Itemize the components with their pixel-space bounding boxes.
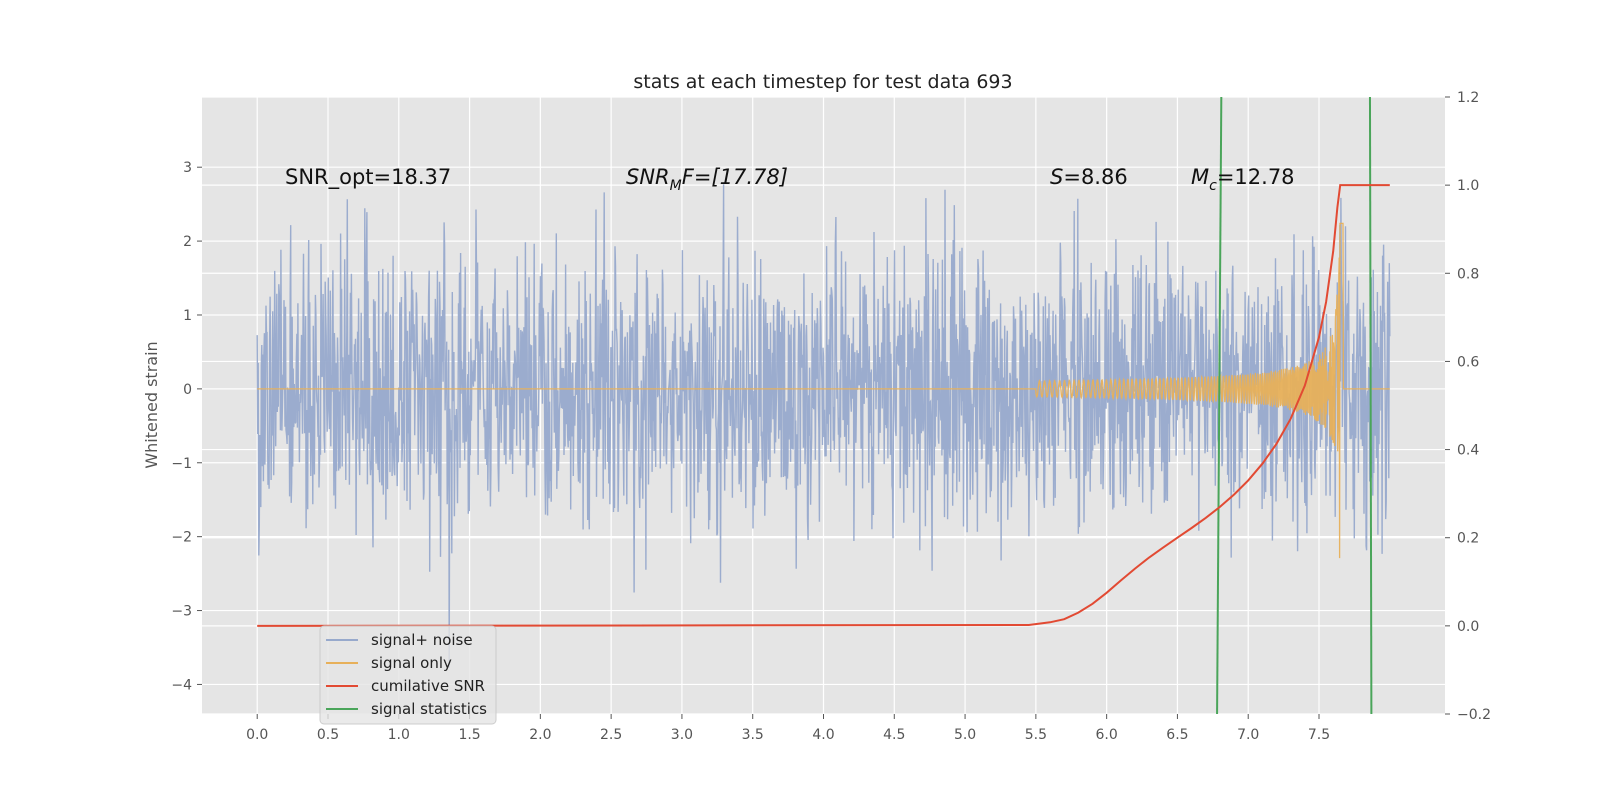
annotation-s-value: =8.86 [1063,165,1127,189]
annotation-snr-opt: SNR_opt=18.37 [285,165,451,190]
x-tick-label-4: 2.0 [529,727,551,743]
cumulative-snr-line [257,184,1390,627]
y-axis-right: −0.2 0.0 0.2 0.4 0.6 0.8 1.0 1.2 [1445,90,1491,723]
annotation-snr-mf-rest-italic: F=[17.78] [682,165,788,189]
legend-box [319,625,497,725]
legend: signal+ noise signal only cumilative SNR… [319,625,497,725]
y2-tick-label-1: 0.0 [1457,619,1479,635]
x-tick-label-1: 0.5 [317,727,339,743]
x-tick-label-7: 3.5 [742,727,764,743]
signal-plus-noise-series [256,184,1391,668]
signal-statistics-line-0 [1216,96,1223,715]
y2-tick-label-7: 1.2 [1457,90,1479,106]
annotation-snr-mf-sub: M [670,178,682,194]
y-axis-label: Whitened strain [142,341,161,468]
x-tick-label-2: 1.0 [388,727,410,743]
signal-statistics-line-1 [1368,96,1373,715]
y-tick-label-5: 1 [183,308,192,324]
y2-tick-label-3: 0.4 [1457,443,1479,459]
x-tick-label-15: 7.5 [1308,727,1330,743]
y-tick-label-0: −4 [171,677,192,693]
y-tick-label-3: −1 [171,456,192,472]
legend-label-signal-noise: signal+ noise [371,631,473,649]
x-tick-label-12: 6.0 [1096,727,1118,743]
annotation-s: S=8.86 [1050,165,1128,189]
y2-tick-label-2: 0.2 [1457,531,1479,547]
annotation-snr-mf: SNRMF=[17.78] [626,165,788,194]
annotation-s-symbol: S [1050,165,1063,189]
x-tick-label-11: 5.5 [1025,727,1047,743]
y-tick-label-6: 2 [183,234,192,250]
legend-label-cumulative-snr: cumilative SNR [371,677,485,695]
annotation-mc-base: M [1191,165,1209,189]
y2-tick-label-0: −0.2 [1457,707,1491,723]
x-tick-label-6: 3.0 [671,727,693,743]
signal-statistics-series [1216,96,1373,715]
x-tick-label-9: 4.5 [883,727,905,743]
y-tick-label-7: 3 [183,160,192,176]
x-tick-label-8: 4.0 [812,727,834,743]
y-tick-label-2: −2 [171,530,192,546]
annotation-snr-mf-base: SNR [626,165,670,189]
chart-title: stats at each timestep for test data 693 [633,71,1012,93]
y2-tick-label-6: 1.0 [1457,178,1479,194]
grid [202,96,1445,715]
x-axis: 0.0 0.5 1.0 1.5 2.0 2.5 3.0 3.5 4.0 4.5 5.0 5.5 6.0 6… [246,714,1330,743]
y-tick-label-4: 0 [183,382,192,398]
annotation-mc-sub: c [1209,178,1217,194]
legend-label-signal-only: signal only [371,654,452,672]
signal-only-series [257,222,1390,559]
y-axis-left: −4 −3 −2 −1 0 1 2 3 [171,160,202,693]
x-tick-label-13: 6.5 [1166,727,1188,743]
signal-only-line [257,222,1390,559]
x-tick-label-10: 5.0 [954,727,976,743]
legend-label-signal-statistics: signal statistics [371,700,487,718]
signal-plus-noise-line [256,184,1391,668]
annotation-mc: Mc=12.78 [1191,165,1295,194]
x-tick-label-0: 0.0 [246,727,268,743]
x-tick-label-5: 2.5 [600,727,622,743]
y2-tick-label-4: 0.6 [1457,354,1479,370]
annotation-mc-value: =12.78 [1217,165,1295,189]
y2-tick-label-5: 0.8 [1457,266,1479,282]
y-tick-label-1: −3 [171,604,192,620]
x-tick-label-14: 7.0 [1237,727,1259,743]
cumulative-snr-series [257,184,1390,627]
x-tick-label-3: 1.5 [458,727,480,743]
